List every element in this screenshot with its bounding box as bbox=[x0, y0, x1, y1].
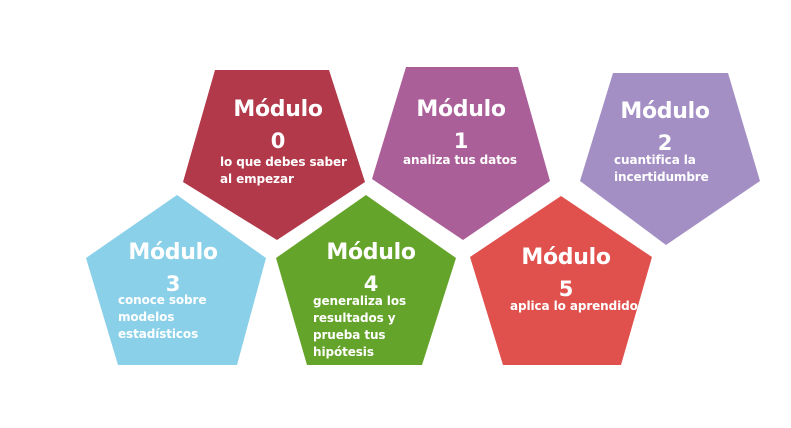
pentagon-shape bbox=[276, 195, 456, 365]
pentagon-shape bbox=[470, 196, 652, 365]
module-number: 5 bbox=[558, 277, 574, 301]
module-number: 3 bbox=[165, 272, 181, 296]
module-number: 1 bbox=[453, 129, 469, 153]
module-description: cuantifica la incertidumbre bbox=[614, 153, 709, 184]
pentagon-shape bbox=[372, 67, 550, 240]
module-title: Módulo bbox=[521, 245, 611, 270]
module-description: generaliza los resultados y prueba tus h… bbox=[313, 294, 407, 359]
module-0: Módulo 0 lo que debes saber al empezar bbox=[183, 70, 369, 240]
module-description: conoce sobre modelos estadísticos bbox=[118, 293, 207, 341]
module-1: Módulo 1 analiza tus datos bbox=[372, 67, 552, 240]
module-title: Módulo bbox=[128, 240, 218, 265]
module-title: Módulo bbox=[416, 97, 506, 122]
module-number: 2 bbox=[657, 131, 673, 155]
module-title: Módulo bbox=[233, 97, 323, 122]
module-number: 0 bbox=[270, 129, 286, 153]
pentagon-shape bbox=[86, 195, 266, 365]
module-4: Módulo 4 generaliza los resultados y pru… bbox=[276, 195, 456, 365]
module-description: lo que debes saber al empezar bbox=[220, 155, 347, 186]
module-description: analiza tus datos bbox=[403, 153, 517, 167]
pentagon-shape bbox=[580, 73, 760, 245]
module-5: Módulo 5 aplica lo aprendido bbox=[470, 196, 652, 365]
module-description: aplica lo aprendido bbox=[510, 299, 638, 313]
module-3: Módulo 3 conoce sobre modelos estadístic… bbox=[86, 195, 266, 365]
module-2: Módulo 2 cuantifica la incertidumbre bbox=[580, 73, 762, 245]
module-title: Módulo bbox=[326, 240, 416, 265]
pentagon-shape bbox=[183, 70, 365, 240]
module-title: Módulo bbox=[620, 99, 710, 124]
module-number: 4 bbox=[363, 272, 379, 296]
